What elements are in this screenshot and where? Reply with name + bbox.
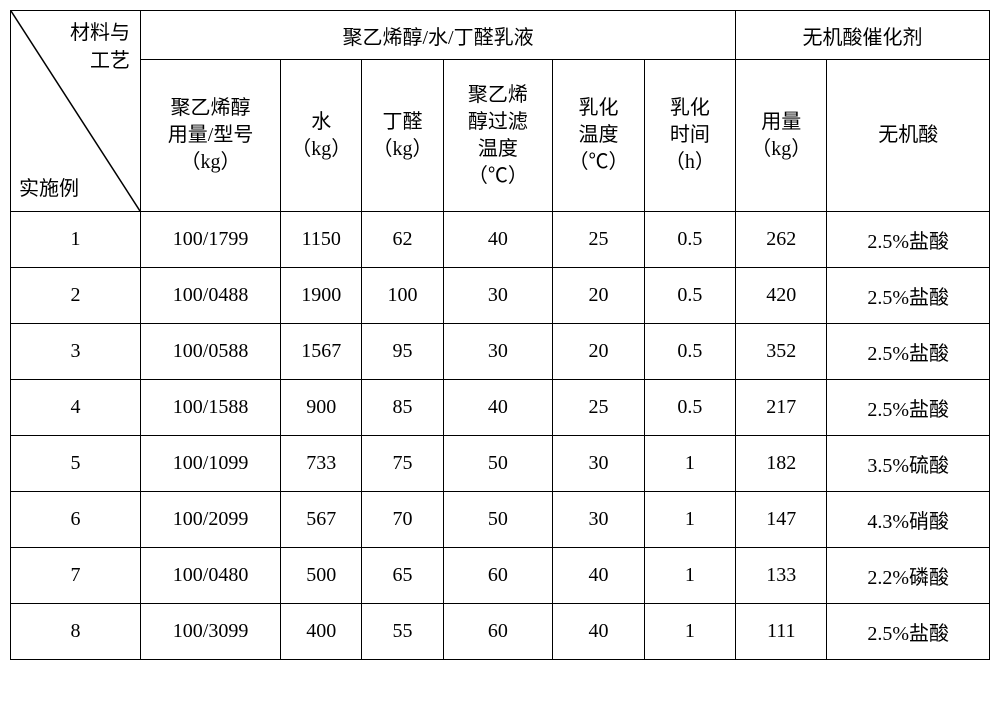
cell-pva: 100/1799	[140, 212, 280, 268]
col-header-ding: 丁醛 （kg）	[362, 60, 443, 212]
cell-amount: 217	[736, 380, 827, 436]
cell-acid: 4.3%硝酸	[827, 492, 990, 548]
header-row-2: 聚乙烯醇 用量/型号 （kg） 水 （kg） 丁醛 （kg） 聚乙烯 醇过滤 温…	[11, 60, 990, 212]
cell-acid: 3.5%硫酸	[827, 436, 990, 492]
table-row: 4100/15889008540250.52172.5%盐酸	[11, 380, 990, 436]
cell-filter-temp: 50	[443, 492, 553, 548]
cell-water: 567	[281, 492, 362, 548]
cell-water: 1900	[281, 268, 362, 324]
cell-id: 1	[11, 212, 141, 268]
header-row-1: 材料与 工艺 实施例 聚乙烯醇/水/丁醛乳液 无机酸催化剂	[11, 11, 990, 60]
cell-emul-time: 0.5	[644, 324, 735, 380]
cell-emul-time: 1	[644, 548, 735, 604]
cell-pva: 100/1099	[140, 436, 280, 492]
cell-pva: 100/3099	[140, 604, 280, 660]
col-header-water: 水 （kg）	[281, 60, 362, 212]
cell-ding: 75	[362, 436, 443, 492]
table-row: 3100/058815679530200.53522.5%盐酸	[11, 324, 990, 380]
cell-filter-temp: 30	[443, 268, 553, 324]
cell-filter-temp: 60	[443, 604, 553, 660]
cell-emul-time: 1	[644, 436, 735, 492]
cell-pva: 100/1588	[140, 380, 280, 436]
cell-ding: 85	[362, 380, 443, 436]
table-row: 1100/179911506240250.52622.5%盐酸	[11, 212, 990, 268]
cell-water: 900	[281, 380, 362, 436]
cell-ding: 65	[362, 548, 443, 604]
col-header-amount: 用量 （kg）	[736, 60, 827, 212]
cell-water: 1150	[281, 212, 362, 268]
cell-amount: 111	[736, 604, 827, 660]
cell-filter-temp: 50	[443, 436, 553, 492]
cell-pva: 100/0480	[140, 548, 280, 604]
cell-amount: 182	[736, 436, 827, 492]
col-header-filter-temp: 聚乙烯 醇过滤 温度 （℃）	[443, 60, 553, 212]
cell-emul-temp: 30	[553, 436, 644, 492]
cell-ding: 95	[362, 324, 443, 380]
cell-id: 3	[11, 324, 141, 380]
col-header-emul-temp: 乳化 温度 （℃）	[553, 60, 644, 212]
cell-ding: 100	[362, 268, 443, 324]
col-header-emul-time: 乳化 时间 （h）	[644, 60, 735, 212]
table-row: 5100/109973375503011823.5%硫酸	[11, 436, 990, 492]
cell-amount: 133	[736, 548, 827, 604]
cell-emul-temp: 40	[553, 604, 644, 660]
cell-acid: 2.5%盐酸	[827, 380, 990, 436]
diag-top-line1: 材料与	[70, 22, 130, 44]
cell-pva: 100/2099	[140, 492, 280, 548]
cell-emul-temp: 25	[553, 380, 644, 436]
table-row: 8100/309940055604011112.5%盐酸	[11, 604, 990, 660]
cell-water: 500	[281, 548, 362, 604]
data-table: 材料与 工艺 实施例 聚乙烯醇/水/丁醛乳液 无机酸催化剂 聚乙烯醇 用量/型号…	[10, 10, 990, 660]
cell-filter-temp: 60	[443, 548, 553, 604]
cell-ding: 70	[362, 492, 443, 548]
cell-pva: 100/0588	[140, 324, 280, 380]
cell-water: 400	[281, 604, 362, 660]
cell-amount: 262	[736, 212, 827, 268]
table-row: 2100/0488190010030200.54202.5%盐酸	[11, 268, 990, 324]
cell-acid: 2.2%磷酸	[827, 548, 990, 604]
cell-acid: 2.5%盐酸	[827, 212, 990, 268]
cell-emul-time: 0.5	[644, 380, 735, 436]
cell-ding: 62	[362, 212, 443, 268]
col-header-acid: 无机酸	[827, 60, 990, 212]
cell-filter-temp: 40	[443, 380, 553, 436]
cell-emul-time: 1	[644, 492, 735, 548]
cell-acid: 2.5%盐酸	[827, 268, 990, 324]
cell-amount: 352	[736, 324, 827, 380]
cell-id: 4	[11, 380, 141, 436]
cell-filter-temp: 30	[443, 324, 553, 380]
cell-acid: 2.5%盐酸	[827, 604, 990, 660]
cell-id: 7	[11, 548, 141, 604]
group-header-emulsion: 聚乙烯醇/水/丁醛乳液	[140, 11, 735, 60]
cell-id: 8	[11, 604, 141, 660]
cell-id: 6	[11, 492, 141, 548]
cell-emul-temp: 25	[553, 212, 644, 268]
cell-id: 5	[11, 436, 141, 492]
cell-ding: 55	[362, 604, 443, 660]
cell-emul-temp: 20	[553, 324, 644, 380]
cell-id: 2	[11, 268, 141, 324]
cell-acid: 2.5%盐酸	[827, 324, 990, 380]
cell-emul-temp: 20	[553, 268, 644, 324]
group-header-catalyst: 无机酸催化剂	[736, 11, 990, 60]
cell-emul-temp: 30	[553, 492, 644, 548]
diag-bottom-label: 实施例	[19, 172, 79, 201]
table-row: 6100/209956770503011474.3%硝酸	[11, 492, 990, 548]
cell-water: 733	[281, 436, 362, 492]
cell-amount: 420	[736, 268, 827, 324]
cell-emul-temp: 40	[553, 548, 644, 604]
cell-amount: 147	[736, 492, 827, 548]
diag-top-label: 材料与 工艺	[70, 19, 130, 75]
cell-emul-time: 1	[644, 604, 735, 660]
cell-pva: 100/0488	[140, 268, 280, 324]
cell-emul-time: 0.5	[644, 268, 735, 324]
cell-water: 1567	[281, 324, 362, 380]
diagonal-header-cell: 材料与 工艺 实施例	[11, 11, 141, 212]
diag-top-line2: 工艺	[90, 50, 130, 72]
table-row: 7100/048050065604011332.2%磷酸	[11, 548, 990, 604]
col-header-pva: 聚乙烯醇 用量/型号 （kg）	[140, 60, 280, 212]
cell-filter-temp: 40	[443, 212, 553, 268]
cell-emul-time: 0.5	[644, 212, 735, 268]
